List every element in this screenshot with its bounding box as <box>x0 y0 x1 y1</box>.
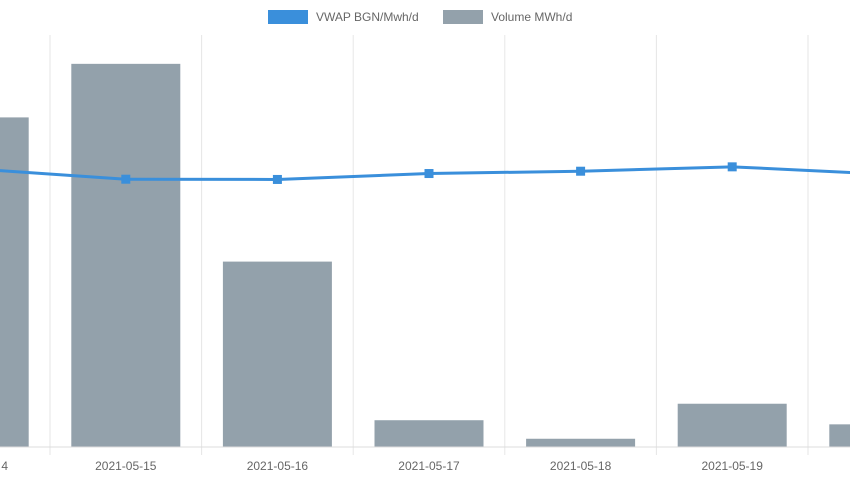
legend: VWAP BGN/Mwh/d Volume MWh/d <box>268 10 572 24</box>
x-tick-label: 2021-05-16 <box>247 459 309 473</box>
volume-bar[interactable] <box>374 420 484 447</box>
volume-bars <box>0 63 850 448</box>
x-axis: 4 2021-05-15 2021-05-16 2021-05-17 2021-05-1… <box>0 446 850 473</box>
x-tick-label: 2021-05-19 <box>702 459 764 473</box>
volume-bar[interactable] <box>71 63 181 448</box>
vwap-point[interactable] <box>727 162 737 172</box>
vwap-point[interactable] <box>576 166 586 176</box>
vwap-line <box>0 162 850 184</box>
vwap-point[interactable] <box>121 174 131 184</box>
x-tick-label: 2021-05-18 <box>550 459 612 473</box>
volume-bar[interactable] <box>829 424 850 447</box>
legend-label-vwap: VWAP BGN/Mwh/d <box>316 10 419 24</box>
x-tick-label: 4 <box>1 459 8 473</box>
legend-swatch-vwap[interactable] <box>268 10 308 24</box>
legend-label-volume: Volume MWh/d <box>491 10 572 24</box>
volume-bar[interactable] <box>526 438 636 447</box>
legend-swatch-volume[interactable] <box>443 10 483 24</box>
grid-lines <box>49 35 809 455</box>
x-tick-label: 2021-05-17 <box>398 459 460 473</box>
volume-bar[interactable] <box>677 403 787 447</box>
vwap-point[interactable] <box>272 174 282 184</box>
volume-bar[interactable] <box>0 117 29 448</box>
x-tick-label: 2021-05-15 <box>95 459 157 473</box>
volume-bar[interactable] <box>222 261 332 447</box>
vwap-point[interactable] <box>424 169 434 179</box>
